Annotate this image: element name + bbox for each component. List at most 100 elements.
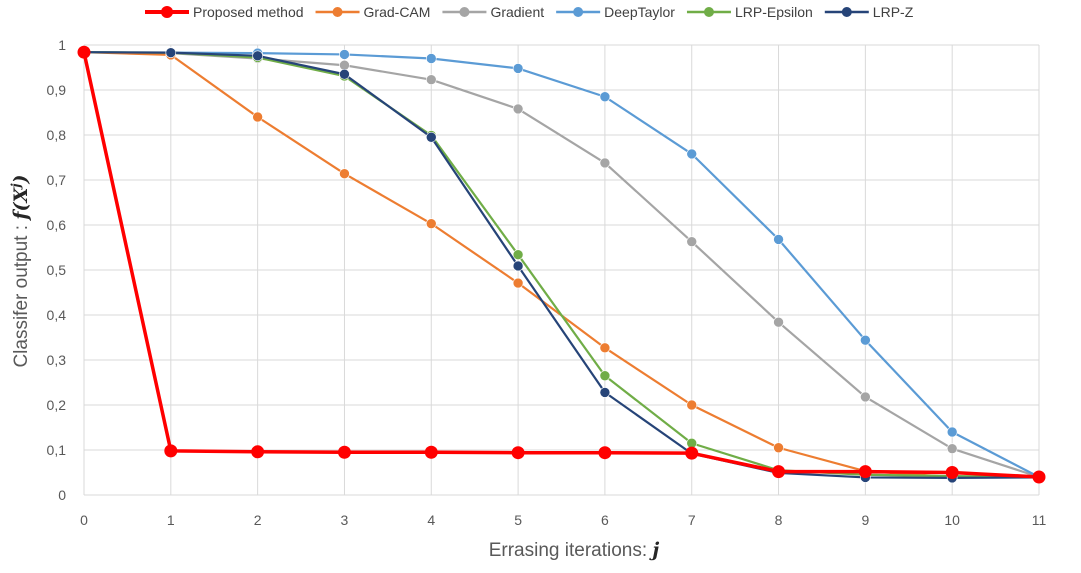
data-point-grad-cam [339,168,350,179]
data-point-gradient [339,59,350,71]
legend-swatch-marker [841,7,852,17]
data-point-proposed-method [945,466,959,479]
data-point-gradient [425,74,437,85]
legend-label: Grad-CAM [364,4,431,20]
data-point-proposed-method [1032,470,1046,484]
series-gradient [78,46,1045,483]
data-point-gradient [686,236,698,247]
x-tick-label: 5 [514,512,522,528]
y-tick-label: 0,7 [47,172,67,188]
y-axis-ticks: 0 0,1 0,2 0,3 0,4 0,5 0,6 0,7 0,8 0,9 1 [47,37,67,503]
data-point-gradient [599,157,611,169]
x-axis-ticks: 0 1 2 3 4 5 6 7 8 9 10 11 [80,512,1046,528]
legend-swatch-marker [459,7,470,17]
series-line-lrp-z [83,51,1040,479]
data-point-gradient [860,391,871,403]
y-tick-label: 0,2 [47,397,67,413]
y-tick-label: 0,1 [47,442,67,458]
y-tick-label: 0,5 [47,262,67,278]
legend-swatch-marker [573,7,584,17]
data-point-deeptaylor [773,234,784,245]
y-tick-label: 0,9 [47,82,67,98]
data-point-grad-cam [425,218,437,229]
data-point-deeptaylor [425,53,437,64]
data-point-proposed-method [772,465,786,479]
y-tick-label: 0,3 [47,352,67,368]
x-tick-label: 3 [341,512,349,528]
series-line-lrp-epsilon [83,51,1040,479]
data-point-proposed-method [164,444,178,458]
series-line-deeptaylor [83,51,1040,478]
data-point-proposed-method [511,446,525,460]
series-line-grad-cam [83,51,1039,479]
data-point-gradient [773,316,784,328]
y-tick-label: 1 [58,37,66,53]
data-point-deeptaylor [599,91,611,103]
legend-label: LRP-Epsilon [735,4,813,20]
data-point-gradient [512,103,524,115]
data-point-grad-cam [512,277,524,289]
series-layer [77,45,1046,484]
x-tick-label: 4 [427,512,435,528]
data-point-deeptaylor [512,63,524,74]
data-point-lrp-z [339,68,350,80]
y-tick-label: 0,4 [47,307,67,323]
series-proposed-method [77,45,1046,484]
x-tick-label: 9 [861,512,869,528]
data-point-deeptaylor [860,334,871,346]
series-line-proposed-method [82,51,1040,479]
x-tick-label: 11 [1032,512,1047,528]
x-tick-label: 0 [80,512,88,528]
data-point-deeptaylor [686,148,698,160]
data-point-proposed-method [685,446,699,460]
legend-label: Proposed method [193,4,304,20]
data-point-proposed-method [77,45,91,59]
data-point-gradient [946,443,958,454]
legend-label: LRP-Z [873,4,914,20]
x-tick-label: 2 [254,512,262,528]
legend-item-deeptaylor: DeepTaylor [556,4,675,20]
legend-item-lrp-epsilon: LRP-Epsilon [686,4,813,20]
legend-item-proposed-method: Proposed method [145,4,304,20]
data-point-lrp-z [252,50,263,62]
data-point-deeptaylor [946,426,958,438]
data-point-lrp-epsilon [599,370,611,382]
x-tick-label: 7 [688,512,696,528]
data-point-deeptaylor [339,49,350,60]
data-point-proposed-method [424,445,438,459]
legend-label: Gradient [490,4,544,20]
data-point-proposed-method [251,445,265,459]
data-point-grad-cam [773,442,784,454]
data-point-lrp-z [425,131,437,143]
gridlines [83,44,1040,496]
series-line-gradient [83,51,1040,479]
legend-item-gradient: Gradient [442,4,544,20]
legend-swatch-marker [332,7,343,17]
data-point-proposed-method [858,465,872,479]
data-point-lrp-epsilon [512,249,524,260]
y-axis-title: Classifer output : f(Xj) [9,174,32,367]
data-point-grad-cam [252,111,263,123]
data-point-proposed-method [337,445,351,459]
data-point-grad-cam [686,399,698,411]
legend-item-lrp-z: LRP-Z [824,4,914,20]
data-point-lrp-z [512,260,524,272]
data-point-proposed-method [598,446,612,460]
legend-item-grad-cam: Grad-CAM [315,4,431,20]
y-tick-label: 0,6 [47,217,67,233]
y-tick-label: 0,8 [47,127,67,143]
x-tick-label: 1 [167,512,175,528]
x-tick-label: 10 [944,512,960,528]
data-point-lrp-z [165,47,177,58]
x-tick-label: 6 [601,512,609,528]
legend-swatch-marker [703,7,714,17]
x-axis-title: Errasing iterations: j [489,539,660,561]
x-tick-label: 8 [775,512,783,528]
data-point-lrp-z [599,387,611,398]
legend-swatch-marker [161,6,173,18]
y-tick-label: 0 [58,487,66,503]
legend: Proposed method Grad-CAM Gradient DeepTaylo… [145,4,914,20]
legend-label: DeepTaylor [604,4,675,20]
data-point-grad-cam [599,342,611,354]
